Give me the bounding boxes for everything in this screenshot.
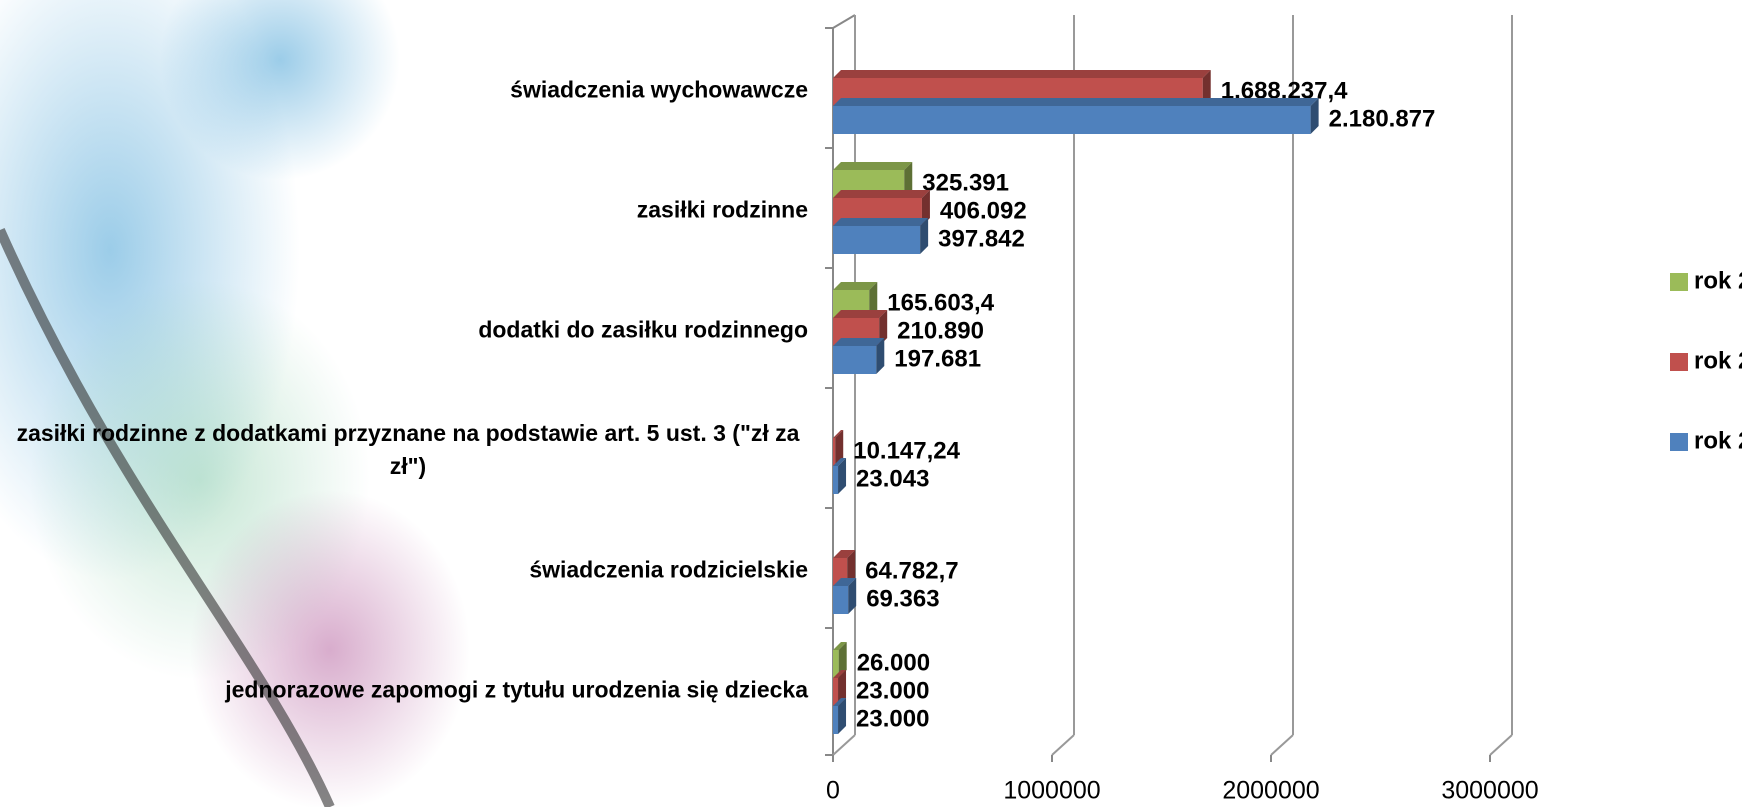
value-label: 165.603,4: [887, 289, 994, 316]
bar-top: [833, 162, 912, 170]
value-label: 397.842: [938, 225, 1025, 252]
value-label: 406.092: [940, 197, 1027, 224]
bar-top: [833, 190, 930, 198]
legend-label: rok 2016: [1694, 347, 1742, 374]
value-label: 64.782,7: [865, 557, 958, 584]
legend-swatch: [1670, 273, 1688, 291]
legend-label: rok 2017: [1694, 427, 1742, 454]
grid-line: [1490, 15, 1512, 755]
bar-front: [833, 346, 876, 374]
bar-top: [833, 70, 1211, 78]
category-label-text: świadczenia wychowawcze: [510, 74, 808, 107]
legend-swatch: [1670, 433, 1688, 451]
value-label: 197.681: [894, 345, 981, 372]
bar-front: [833, 438, 835, 466]
legend-swatch: [1670, 353, 1688, 371]
bar-front: [833, 226, 920, 254]
bar: [833, 338, 884, 374]
value-label: 2.180.877: [1329, 105, 1436, 132]
value-label: 23.043: [856, 465, 929, 492]
grid-line-floor: [1271, 735, 1293, 755]
category-label: świadczenia rodzicielskie: [0, 554, 808, 587]
category-label-text: zasiłki rodzinne z dodatkami przyznane n…: [8, 417, 808, 483]
bar-top: [833, 218, 928, 226]
value-label: 325.391: [922, 169, 1009, 196]
x-tick-label: 0: [826, 777, 840, 805]
bar-top: [833, 98, 1319, 106]
category-label: jednorazowe zapomogi z tytułu urodzenia …: [0, 674, 808, 707]
bar-front: [833, 466, 838, 494]
category-label-text: zasiłki rodzinne: [637, 194, 808, 227]
category-label: dodatki do zasiłku rodzinnego: [0, 314, 808, 347]
page: 0 1000000 2000000 3000000 325.391 165.603,4 26…: [0, 0, 1742, 807]
value-label: 10.147,24: [853, 437, 960, 464]
category-label: świadczenia wychowawcze: [0, 74, 808, 107]
category-label: zasiłki rodzinne: [0, 194, 808, 227]
bar: [833, 218, 928, 254]
x-tick-label: 1000000: [1003, 777, 1100, 805]
category-label-text: świadczenia rodzicielskie: [529, 554, 808, 587]
bar: [833, 98, 1319, 134]
axis-wall: [833, 15, 855, 28]
bar-front: [833, 106, 1311, 134]
bar-top: [833, 338, 884, 346]
bar-front: [833, 586, 848, 614]
value-label: 26.000: [857, 649, 930, 676]
bar-top: [833, 310, 887, 318]
x-tick-label: 3000000: [1441, 777, 1538, 805]
category-label-text: jednorazowe zapomogi z tytułu urodzenia …: [225, 674, 808, 707]
x-tick-label: 2000000: [1222, 777, 1319, 805]
legend-label: rok 2015: [1694, 267, 1742, 294]
grid-line-floor: [1490, 735, 1512, 755]
bar: [833, 578, 856, 614]
category-label: zasiłki rodzinne z dodatkami przyznane n…: [0, 417, 808, 483]
value-label: 23.000: [856, 677, 929, 704]
value-label: 69.363: [866, 585, 939, 612]
category-label-text: dodatki do zasiłku rodzinnego: [478, 314, 808, 347]
value-label: 23.000: [856, 705, 929, 732]
bar-front: [833, 706, 838, 734]
value-label: 210.890: [897, 317, 984, 344]
grid-line-floor: [833, 735, 855, 755]
grid-line-floor: [1052, 735, 1074, 755]
